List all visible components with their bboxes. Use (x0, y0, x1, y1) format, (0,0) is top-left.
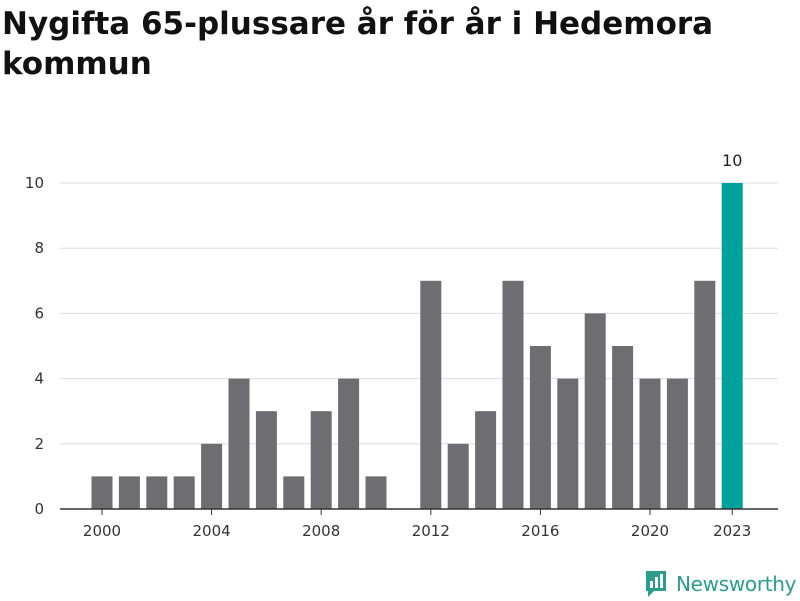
bar (255, 411, 277, 509)
x-axis-ticks: 2000 2004 2008 2012 2016 2020 2023 (83, 509, 751, 540)
bar (91, 476, 113, 509)
x-tick-label: 2012 (412, 522, 450, 540)
y-tick-label: 6 (34, 304, 44, 322)
bars (91, 183, 743, 509)
bar (557, 378, 579, 509)
x-tick-label: 2004 (193, 522, 231, 540)
x-tick-label: 2016 (521, 522, 559, 540)
bar (283, 476, 305, 509)
newsworthy-logo-icon (646, 571, 666, 597)
bar (584, 313, 606, 509)
bar (694, 280, 716, 509)
data-labels: 10 (722, 151, 742, 170)
y-tick-label: 2 (34, 435, 44, 453)
y-axis-ticks: 0 2 4 6 8 10 (25, 174, 44, 518)
bar (118, 476, 140, 509)
x-tick-label: 2023 (713, 522, 751, 540)
bar (666, 378, 688, 509)
bar (420, 280, 442, 509)
bar (146, 476, 168, 509)
y-tick-label: 4 (34, 370, 44, 388)
bar (502, 280, 524, 509)
bar (475, 411, 497, 509)
bar (365, 476, 387, 509)
bar-value-label: 10 (722, 151, 742, 170)
bar (612, 346, 634, 509)
brand-logo[interactable]: Newsworthy (644, 567, 797, 601)
brand-name: Newsworthy (676, 572, 797, 596)
y-tick-label: 0 (34, 500, 44, 518)
bar (639, 378, 661, 509)
y-tick-label: 8 (34, 239, 44, 257)
chart-title: Nygifta 65-plussare år för år i Hedemora… (2, 6, 714, 82)
x-tick-label: 2008 (302, 522, 340, 540)
x-tick-label: 2020 (631, 522, 669, 540)
x-tick-label: 2000 (83, 522, 121, 540)
bar (201, 443, 223, 509)
bar (447, 443, 469, 509)
bar (173, 476, 195, 509)
bar (721, 183, 743, 509)
bar (338, 378, 360, 509)
bar (228, 378, 250, 509)
bar (310, 411, 332, 509)
bar (529, 346, 551, 509)
y-tick-label: 10 (25, 174, 44, 192)
